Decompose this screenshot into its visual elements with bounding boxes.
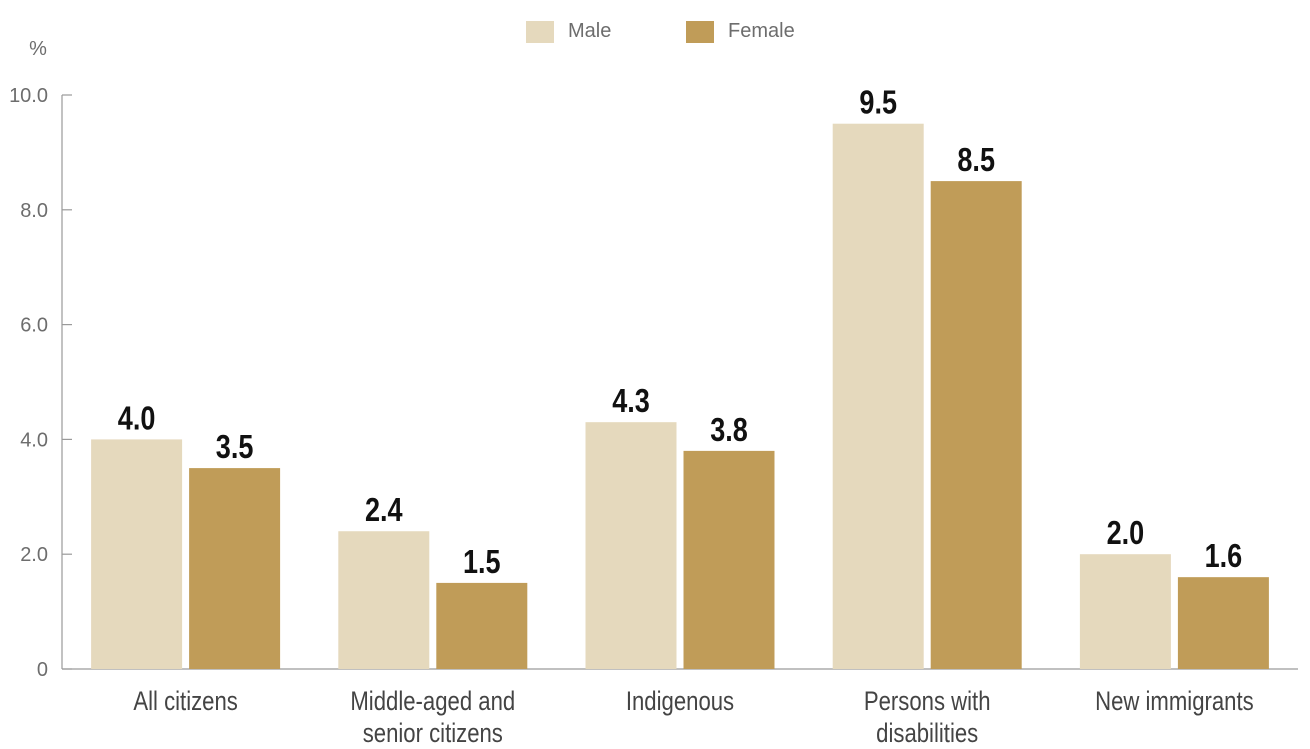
bar-value-label: 2.0 [1107, 516, 1145, 552]
bar-value-label: 4.0 [118, 401, 156, 437]
bar-male [1079, 554, 1171, 669]
bar-male [338, 531, 430, 669]
bar-value-label: 1.6 [1205, 539, 1243, 575]
x-tick-label: Middle-aged and [350, 687, 515, 717]
legend-item-female: Female [686, 20, 795, 43]
bar-female [1177, 577, 1269, 669]
bar-value-label: 3.8 [710, 412, 748, 448]
bar-value-label: 4.3 [612, 384, 650, 420]
x-tick-label: senior citizens [363, 719, 503, 749]
y-tick-label: 4.0 [20, 429, 48, 451]
y-tick-label: 0 [37, 659, 48, 681]
legend-label-male: Male [568, 20, 612, 42]
x-tick-label: Persons with [864, 687, 991, 717]
x-tick-label: Indigenous [626, 687, 734, 717]
bar-value-label: 2.4 [365, 493, 403, 529]
x-tick-label: New immigrants [1095, 687, 1254, 717]
bar-male [832, 123, 924, 669]
bar-female [683, 450, 775, 669]
bar-female [930, 181, 1022, 669]
x-tick-label: All citizens [133, 687, 238, 717]
legend-swatch-female [686, 20, 714, 43]
y-tick-label: 10.0 [9, 85, 48, 107]
bar-female [189, 468, 281, 669]
y-axis-label: % [29, 38, 47, 60]
bar-value-label: 9.5 [859, 85, 897, 121]
bar-value-label: 1.5 [463, 544, 501, 580]
legend-item-male: Male [526, 20, 611, 43]
bar-value-label: 8.5 [957, 143, 995, 179]
legend-label-female: Female [728, 20, 795, 42]
bar-value-label: 3.5 [216, 430, 254, 466]
bar-male [585, 422, 677, 669]
bar-male [91, 439, 183, 669]
y-tick-label: 6.0 [20, 315, 48, 337]
bar-female [436, 582, 528, 669]
legend-swatch-male [526, 20, 554, 43]
y-tick-label: 2.0 [20, 544, 48, 566]
x-tick-label: disabilities [876, 719, 978, 749]
y-tick-label: 8.0 [20, 200, 48, 222]
